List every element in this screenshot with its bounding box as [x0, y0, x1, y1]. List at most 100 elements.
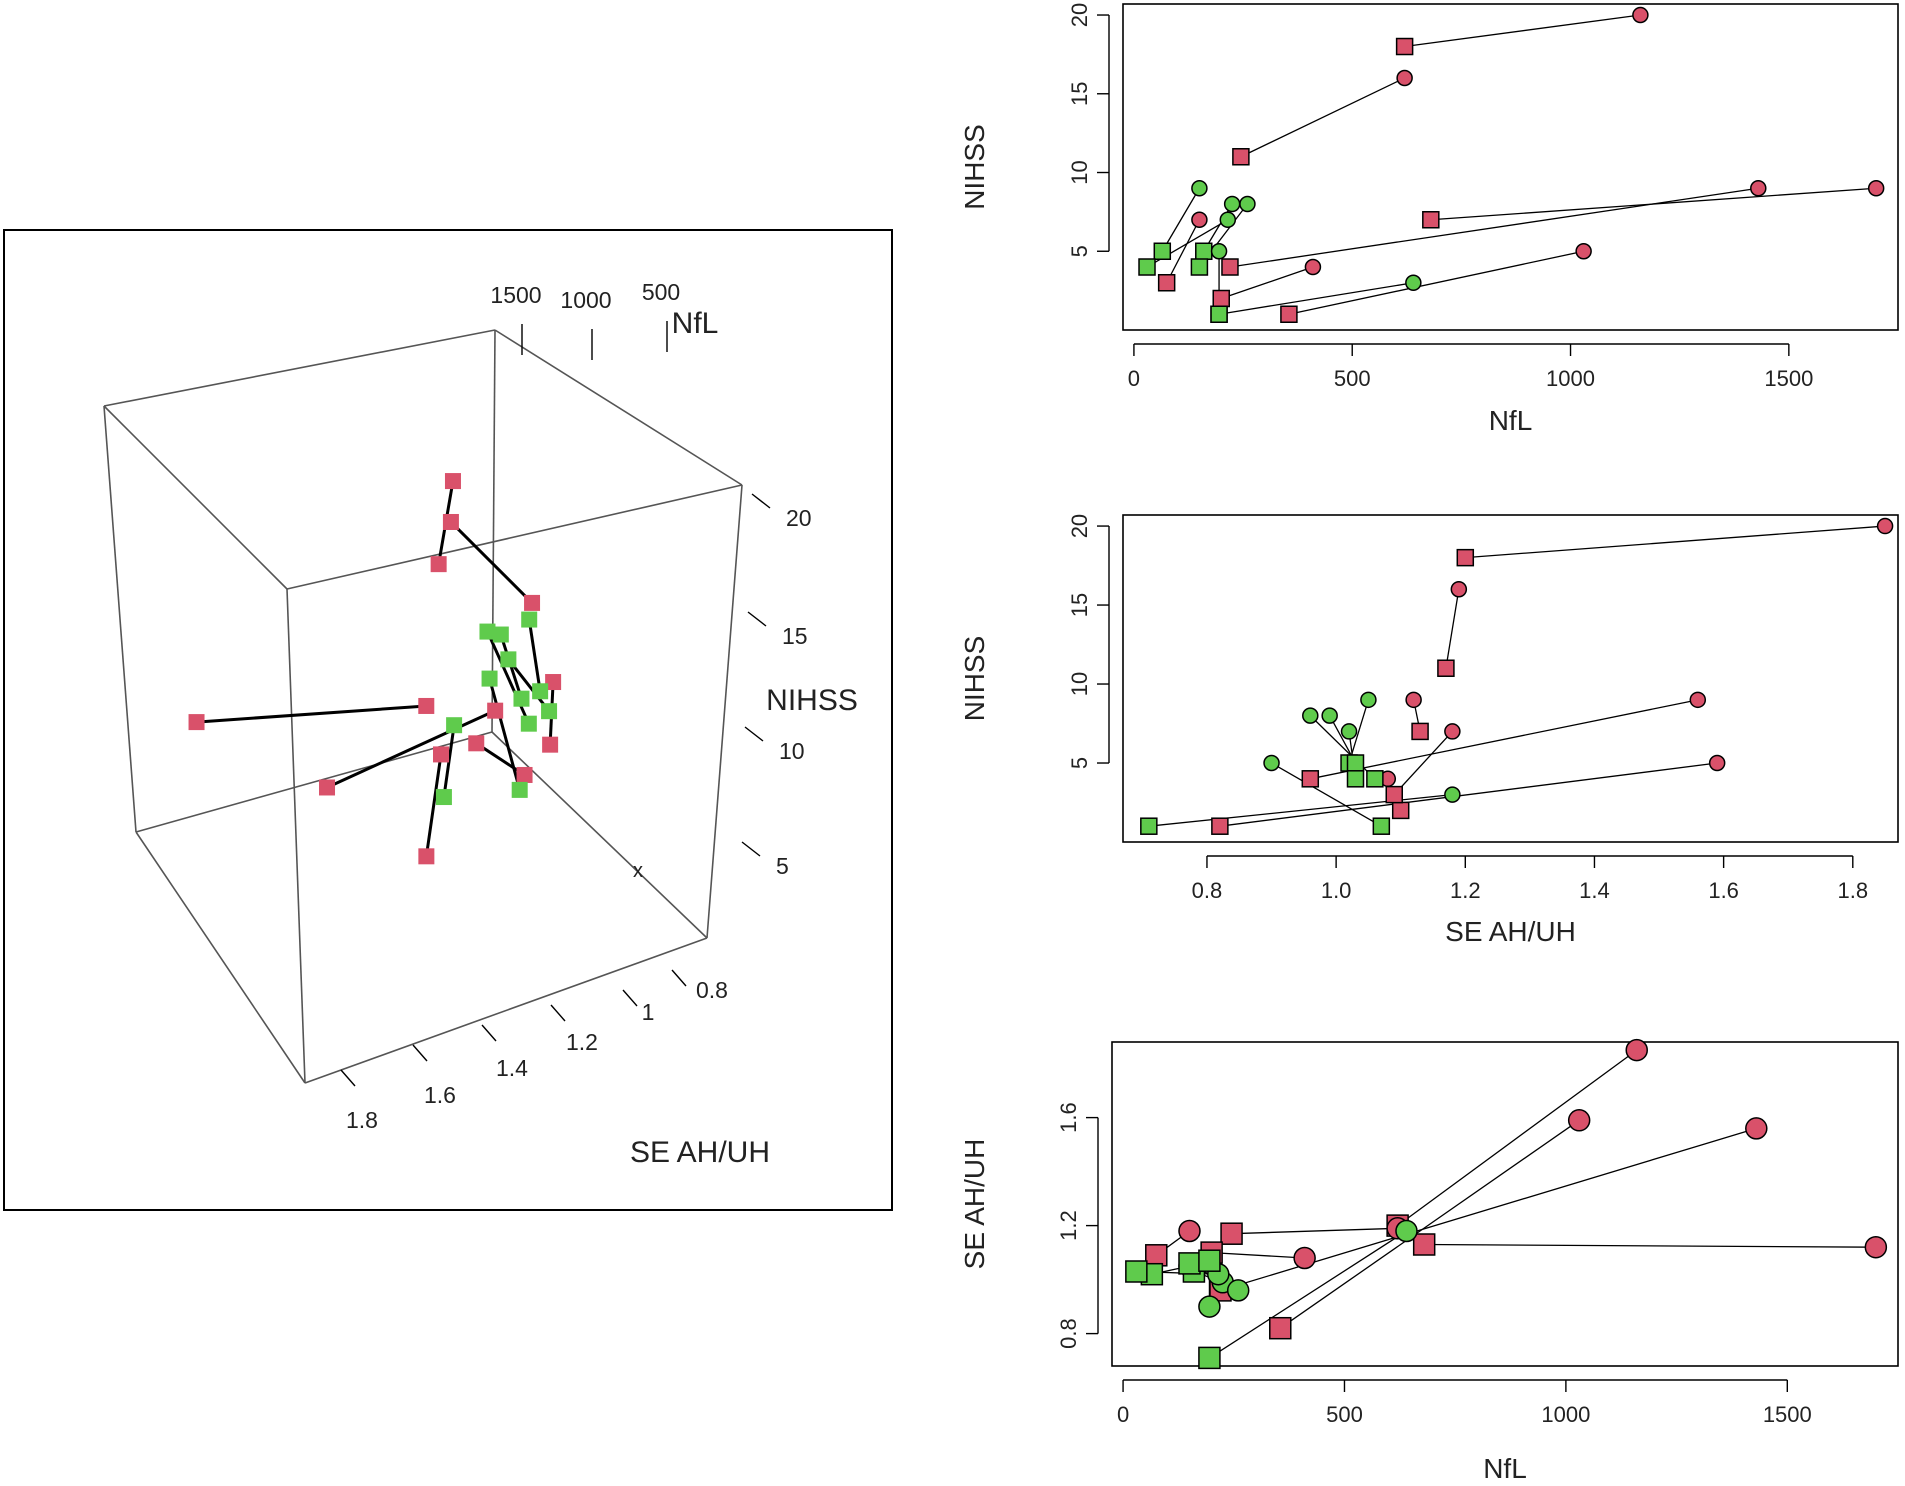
se-tick-label: 1.2 [566, 1029, 598, 1055]
red-square-point [1211, 817, 1229, 835]
y-tick-label: 5 [1067, 757, 1092, 769]
pair-connector-line [1209, 1230, 1407, 1359]
chart-3d-frame [3, 229, 893, 1211]
red-circle-point [1405, 691, 1422, 709]
green-circle-point [1226, 1279, 1250, 1302]
green-square-point [1125, 1260, 1148, 1283]
red-circle-point [1396, 69, 1413, 87]
pair-connector-line-3d [507, 658, 551, 713]
red-square-point [1456, 548, 1475, 567]
x-tick-label: 500 [1334, 366, 1371, 391]
pair-connector-line [1218, 282, 1414, 315]
green-circle-point [1239, 195, 1256, 213]
x-tick-label: 0.8 [1192, 878, 1223, 903]
green-square-point [1138, 258, 1156, 276]
x-tick-label: 1.6 [1708, 878, 1739, 903]
nihss-tick-label: 15 [782, 623, 808, 649]
red-square-point [1395, 37, 1414, 56]
pair-connector-line-3d [196, 704, 427, 724]
pair-connector-line [1240, 77, 1405, 158]
red-point-3d [524, 594, 541, 611]
red-circle-point [1745, 1117, 1768, 1140]
x-tick-label: 0 [1117, 1402, 1129, 1427]
red-circle-point [1689, 691, 1707, 709]
red-point-3d [418, 697, 435, 714]
red-square-point [1269, 1316, 1292, 1340]
green-circle-point [1444, 786, 1461, 803]
green-point-3d [435, 789, 452, 806]
red-point-3d [545, 674, 562, 691]
y-axis-label: NIHSS [959, 636, 990, 722]
pair-connector-line [1288, 250, 1584, 315]
y-tick-label: 10 [1067, 160, 1092, 184]
green-square-point [1346, 754, 1365, 772]
red-point-3d [442, 513, 459, 530]
pair-connector-line [1221, 266, 1314, 300]
green-square-point [1195, 242, 1213, 261]
green-square-point [1153, 242, 1172, 261]
green-point-3d [481, 670, 498, 687]
pair-connector-line [1229, 187, 1759, 268]
x-axis-label: SE AH/UH [1445, 916, 1576, 947]
green-point-3d [492, 626, 509, 643]
green-circle-point [1321, 707, 1338, 724]
green-circle-point [1219, 211, 1237, 229]
chart-nfl-vs-nihss: 0 500 1000 1500 NfL 5 10 15 20 NIHSS [959, 3, 1899, 436]
pair-connector-line [1310, 699, 1698, 780]
cube-edge [494, 329, 743, 486]
red-square-point [1437, 659, 1455, 677]
cube-edge [135, 731, 493, 833]
nfl-tick-label: 500 [642, 279, 680, 305]
se-tick [340, 1069, 356, 1087]
red-square-point [1411, 722, 1429, 741]
red-circle-point [1191, 211, 1208, 229]
se-tick [412, 1044, 428, 1062]
pair-connector-line [1397, 1049, 1638, 1227]
green-circle-point [1360, 691, 1377, 709]
y-axis-label: NIHSS [959, 124, 990, 210]
cube-edge [286, 484, 743, 590]
red-square-point [1385, 785, 1403, 804]
nihss-tick [747, 611, 767, 627]
green-square-point [1198, 1249, 1221, 1272]
pair-connector-line [1465, 525, 1886, 559]
red-circle-point [1867, 180, 1885, 197]
red-point-3d [188, 714, 205, 731]
green-square-point [1346, 770, 1365, 788]
red-square-point [1301, 770, 1320, 788]
y-tick-label: 15 [1067, 82, 1092, 106]
green-square-point [1210, 305, 1228, 324]
red-square-point [1145, 1244, 1168, 1267]
green-circle-point [1302, 707, 1319, 724]
pair-connector-line-3d [486, 630, 531, 725]
green-point-3d [446, 717, 463, 734]
se-tick [671, 969, 687, 987]
pair-connector-line-3d [488, 678, 522, 791]
green-square-point [1190, 258, 1209, 276]
cube-edge [103, 329, 496, 407]
cube-edge [135, 831, 306, 1084]
x-tick-label: 0 [1128, 366, 1140, 391]
red-square-point [1232, 148, 1250, 166]
x-tick-label: 1000 [1546, 366, 1595, 391]
x-tick-label: 1000 [1541, 1402, 1590, 1427]
green-point-3d [541, 703, 558, 720]
pair-connector-line [1219, 762, 1718, 827]
y-tick-label: 20 [1067, 514, 1092, 538]
y-axis-label: SE AH/UH [959, 1139, 990, 1270]
pair-connector-line [1166, 219, 1200, 284]
red-point-3d [430, 556, 447, 573]
pair-connector-line [1279, 1119, 1580, 1329]
x-axis-label: NfL [1483, 1453, 1527, 1484]
x-tick-label: 500 [1326, 1402, 1363, 1427]
y-tick-label: 1.6 [1056, 1102, 1081, 1133]
green-circle-point [1395, 1219, 1418, 1243]
green-circle-point [1263, 754, 1280, 772]
se-tick-label: 0.8 [696, 977, 728, 1003]
red-circle-point [1450, 580, 1468, 598]
red-circle-point [1293, 1246, 1316, 1270]
green-point-3d [511, 781, 528, 798]
red-point-3d [418, 848, 435, 865]
